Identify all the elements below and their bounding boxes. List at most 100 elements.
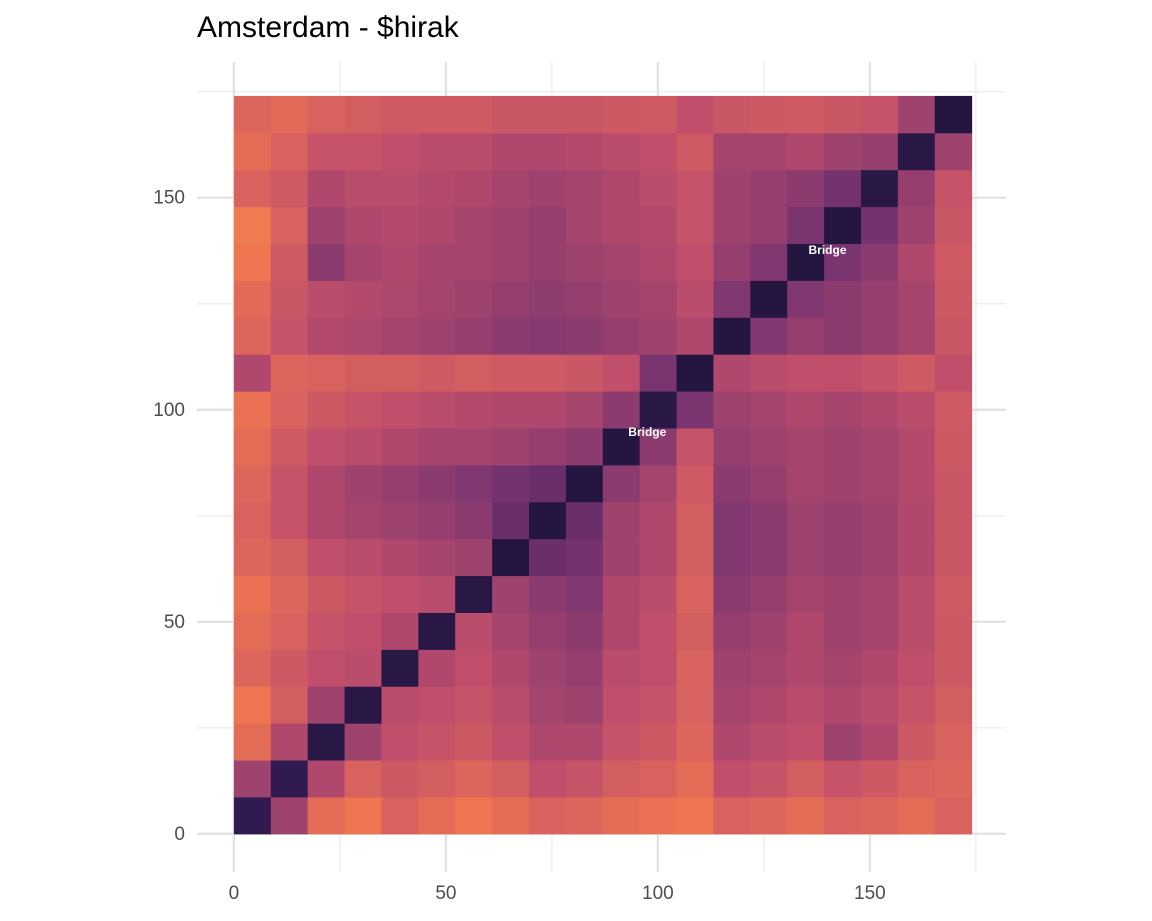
heatmap-cell [307, 280, 346, 318]
heatmap-cell [307, 391, 346, 429]
heatmap-cell [824, 464, 862, 503]
heatmap-cell [713, 464, 751, 503]
heatmap-cell [233, 686, 272, 724]
heatmap-cell [270, 169, 309, 208]
heatmap-cell [455, 649, 493, 687]
heatmap-cell [307, 464, 346, 503]
heatmap-cell [639, 243, 678, 281]
heatmap-cell [233, 760, 272, 798]
heatmap-cell [307, 501, 346, 540]
heatmap-cell [565, 575, 604, 613]
heatmap-cell [934, 575, 973, 613]
heatmap-cell [455, 686, 493, 724]
heatmap-cell [602, 612, 641, 650]
heatmap-cell [750, 354, 788, 392]
heatmap-cell [713, 575, 751, 613]
heatmap-cell [897, 169, 936, 208]
heatmap-cell [824, 243, 862, 281]
heatmap-cell [713, 538, 751, 577]
heatmap-cell [565, 723, 604, 761]
heatmap-cell [676, 206, 714, 245]
heatmap-cell [344, 723, 382, 761]
heatmap-cell [713, 317, 751, 355]
heatmap-cell [639, 538, 678, 577]
heatmap-cell [897, 464, 936, 503]
heatmap-cell [307, 649, 346, 687]
heatmap-cell [381, 796, 419, 835]
heatmap-cell [860, 95, 899, 134]
heatmap-cell [602, 391, 641, 429]
heatmap-cell [787, 206, 825, 245]
heatmap-cell [750, 280, 788, 318]
heatmap-cell [492, 317, 530, 355]
heatmap-cell [750, 169, 788, 208]
heatmap-cell [492, 95, 530, 134]
heatmap-cell [824, 317, 862, 355]
x-tick-label: 0 [229, 883, 240, 904]
heatmap-cell [455, 169, 493, 208]
heatmap-cell [750, 243, 788, 281]
heatmap-cell [713, 243, 751, 281]
heatmap-cell [528, 538, 567, 577]
heatmap-cell [934, 280, 973, 318]
x-tick-label: 150 [854, 883, 886, 904]
heatmap-cell [787, 464, 825, 503]
heatmap-cell [492, 427, 530, 466]
heatmap-cell [750, 796, 788, 835]
heatmap-cell [455, 723, 493, 761]
heatmap-cell [381, 464, 419, 503]
heatmap-cell [455, 538, 493, 577]
heatmap-cell [565, 391, 604, 429]
heatmap-cell [565, 612, 604, 650]
heatmap-cell [455, 391, 493, 429]
heatmap-cell [270, 612, 309, 650]
heatmap-cell [787, 538, 825, 577]
heatmap-cell [565, 132, 604, 171]
heatmap-cell [713, 649, 751, 687]
heatmap-cell [713, 427, 751, 466]
heatmap-cell [492, 686, 530, 724]
heatmap-cell [492, 612, 530, 650]
heatmap-cell [676, 760, 714, 798]
heatmap-cell [381, 169, 419, 208]
heatmap-cell [455, 796, 493, 835]
heatmap-cell [418, 464, 456, 503]
heatmap-cell [934, 538, 973, 577]
heatmap-cell [381, 686, 419, 724]
heatmap-cell [344, 575, 382, 613]
heatmap-cell [750, 686, 788, 724]
heatmap-cell [602, 723, 641, 761]
heatmap-cell [492, 243, 530, 281]
heatmap-cell [676, 354, 714, 392]
heatmap-cell [565, 760, 604, 798]
heatmap-cell [824, 169, 862, 208]
heatmap-cell [381, 501, 419, 540]
heatmap-cell [602, 317, 641, 355]
heatmap-cell [307, 132, 346, 171]
heatmap-cell [934, 723, 973, 761]
heatmap-cell [750, 538, 788, 577]
heatmap-cell [602, 575, 641, 613]
heatmap-cell [492, 575, 530, 613]
heatmap-cell [418, 354, 456, 392]
heatmap-cell [676, 612, 714, 650]
heatmap-cell [860, 686, 899, 724]
heatmap-cell [344, 649, 382, 687]
heatmap-cell [897, 649, 936, 687]
heatmap-cell [639, 317, 678, 355]
heatmap-cell [344, 132, 382, 171]
heatmap-cell [565, 538, 604, 577]
heatmap-cell [639, 95, 678, 134]
heatmap-cell [307, 354, 346, 392]
heatmap-cell [565, 206, 604, 245]
heatmap-cell [307, 169, 346, 208]
heatmap-cell [713, 686, 751, 724]
heatmap-cell [528, 169, 567, 208]
heatmap-cell [270, 317, 309, 355]
heatmap-cell [860, 501, 899, 540]
x-tick-label: 100 [642, 883, 674, 904]
heatmap-cell [750, 206, 788, 245]
heatmap-cell [270, 538, 309, 577]
heatmap-cell [713, 95, 751, 134]
heatmap-cell [418, 391, 456, 429]
